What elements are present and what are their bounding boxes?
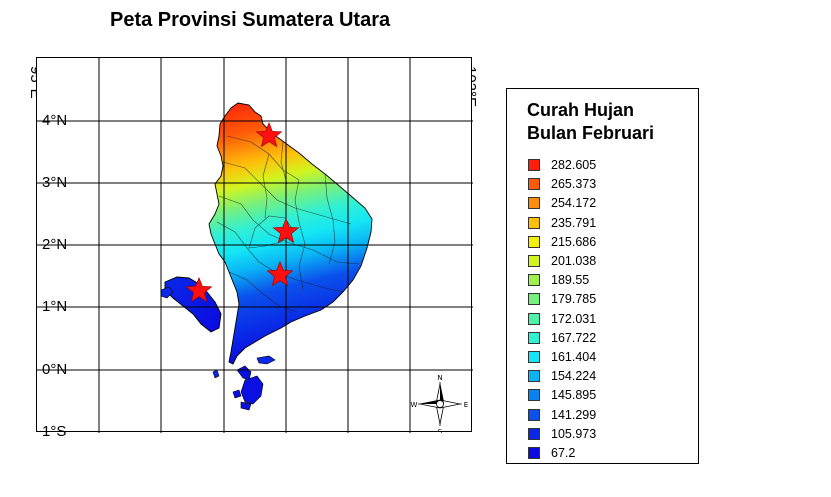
legend-swatch xyxy=(528,427,540,440)
legend-swatch xyxy=(528,312,540,325)
station-star-tarutung xyxy=(272,217,300,244)
lat-label-3n: 3°N xyxy=(42,174,68,191)
legend-title-line1: Curah Hujan xyxy=(527,100,635,120)
legend-label: 161.404 xyxy=(551,350,597,364)
legend-swatch xyxy=(528,351,540,363)
legend-swatch xyxy=(528,159,540,171)
lat-label-1n: 1°N xyxy=(42,298,68,315)
station-star-nias xyxy=(185,276,213,303)
batu-island-4 xyxy=(232,389,242,399)
legend-label: 201.038 xyxy=(551,254,597,268)
legend-label: 167.722 xyxy=(551,330,597,345)
legend-swatch xyxy=(528,216,540,229)
legend-label: 67.2 xyxy=(551,446,576,460)
legend-label: 154.224 xyxy=(551,369,597,384)
lat-label-1s: 1°S xyxy=(42,423,67,440)
compass-w: W xyxy=(411,401,418,409)
legend-swatch xyxy=(528,331,540,344)
map-canvas: N S E W xyxy=(37,58,473,433)
legend-label: 265.373 xyxy=(551,177,597,192)
lat-label-0n: 0°N xyxy=(42,361,68,378)
legend-label: 145.895 xyxy=(551,388,597,403)
map-title: Peta Provinsi Sumatera Utara xyxy=(110,9,391,31)
legend-label: 215.686 xyxy=(551,234,597,249)
compass-e: E xyxy=(464,401,468,409)
legend-title: Curah Hujan Bulan Februari xyxy=(527,99,654,145)
station-star-medan xyxy=(255,121,283,148)
legend-label: 254.172 xyxy=(551,196,597,211)
compass-s: S xyxy=(438,428,443,433)
legend-title-line2: Bulan Februari xyxy=(527,123,655,143)
legend-swatch xyxy=(528,178,540,191)
legend-label: 189.55 xyxy=(551,273,590,288)
legend-label: 235.791 xyxy=(551,215,597,230)
graticule xyxy=(37,58,473,433)
nias-island xyxy=(164,276,222,333)
legend-label: 282.605 xyxy=(551,158,597,172)
legend-swatch xyxy=(528,235,540,248)
legend-panel: Curah Hujan Bulan Februari 282.605 265.37… xyxy=(506,88,699,464)
batu-island-2 xyxy=(240,375,264,405)
small-island-2 xyxy=(256,355,276,365)
station-markers xyxy=(185,121,300,303)
district-boundaries xyxy=(216,135,360,313)
legend-swatch xyxy=(528,408,540,421)
station-star-sibolga xyxy=(266,260,294,287)
legend-label: 179.785 xyxy=(551,292,597,307)
small-island-3 xyxy=(212,369,220,379)
legend-swatch xyxy=(528,447,540,459)
compass-rose-icon: N S E W xyxy=(411,374,469,433)
lat-label-2n: 2°N xyxy=(42,236,68,253)
compass-n: N xyxy=(437,374,442,382)
legend-label: 172.031 xyxy=(551,311,597,326)
batu-island-3 xyxy=(240,401,252,411)
lat-label-4n: 4°N xyxy=(42,112,68,129)
legend-swatch xyxy=(528,389,540,402)
legend-swatch xyxy=(528,255,540,267)
legend-swatch xyxy=(528,274,540,287)
legend-swatch xyxy=(528,197,540,210)
legend-swatch xyxy=(528,293,540,306)
map-frame: N S E W xyxy=(36,57,473,433)
legend-label: 141.299 xyxy=(551,407,597,422)
batu-island-1 xyxy=(236,365,252,381)
legend-swatch xyxy=(528,370,540,383)
legend-label: 105.973 xyxy=(551,426,597,441)
